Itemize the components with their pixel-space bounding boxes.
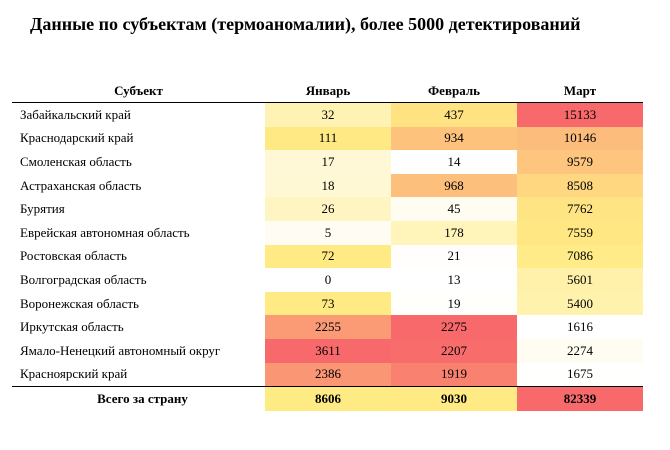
value-cell: 3611 xyxy=(265,338,391,363)
value-cell: 1919 xyxy=(391,362,517,387)
value-cell: 437 xyxy=(391,102,517,127)
table-row: Красноярский край 2386 1919 1675 xyxy=(12,362,643,387)
value-cell: 17 xyxy=(265,150,391,174)
table-row: Ямало-Ненецкий автономный округ 3611 2207 2… xyxy=(12,338,643,363)
value-cell: 178 xyxy=(391,220,517,245)
subject-cell: Астраханская область xyxy=(20,177,142,193)
value-cell: 19 xyxy=(391,291,517,316)
subject-cell: Воронежская область xyxy=(20,295,139,311)
subject-cell: Еврейская автономная область xyxy=(20,224,190,240)
value-cell: 10146 xyxy=(517,126,643,151)
value-cell: 7559 xyxy=(517,220,643,245)
table-row: Иркутская область 2255 2275 1616 xyxy=(12,315,643,339)
subject-cell: Волгоградская область xyxy=(20,271,147,287)
subject-cell: Краснодарский край xyxy=(20,130,134,146)
value-cell: 9579 xyxy=(517,150,643,174)
table-row: Астраханская область 18 968 8508 xyxy=(12,173,643,198)
column-header: Март xyxy=(517,80,643,103)
value-cell: 73 xyxy=(265,291,391,316)
subject-cell: Ямало-Ненецкий автономный округ xyxy=(20,342,221,358)
value-cell: 2274 xyxy=(517,338,643,363)
table-row: Бурятия 26 45 7762 xyxy=(12,197,643,221)
value-cell: 7762 xyxy=(517,197,643,221)
value-cell: 45 xyxy=(391,197,517,221)
value-cell: 1675 xyxy=(517,362,643,387)
column-header: Январь xyxy=(265,80,391,103)
value-cell: 18 xyxy=(265,173,391,198)
value-cell: 2275 xyxy=(391,315,517,339)
value-cell: 5 xyxy=(265,220,391,245)
value-cell: 13 xyxy=(391,268,517,292)
subject-cell: Красноярский край xyxy=(20,366,128,382)
value-cell: 934 xyxy=(391,126,517,151)
table-row: Забайкальский край 32 437 15133 xyxy=(12,102,643,127)
value-cell: 7086 xyxy=(517,244,643,269)
value-cell: 111 xyxy=(265,126,391,151)
subject-cell: Бурятия xyxy=(20,201,65,217)
header-row: Субъект Январь Февраль Март xyxy=(12,80,643,103)
value-cell: 2386 xyxy=(265,362,391,387)
table-row: Краснодарский край 111 934 10146 xyxy=(12,126,643,151)
total-label: Всего за страну xyxy=(12,386,265,411)
subject-cell: Забайкальский край xyxy=(20,106,131,122)
table-row: Волгоградская область 0 13 5601 xyxy=(12,268,643,292)
value-cell: 14 xyxy=(391,150,517,174)
subject-cell: Ростовская область xyxy=(20,248,127,264)
total-cell: 9030 xyxy=(391,386,517,411)
value-cell: 32 xyxy=(265,102,391,127)
table-row: Смоленская область 17 14 9579 xyxy=(12,150,643,174)
value-cell: 5400 xyxy=(517,291,643,316)
table-row: Воронежская область 73 19 5400 xyxy=(12,291,643,316)
value-cell: 0 xyxy=(265,268,391,292)
column-header: Субъект xyxy=(12,80,265,103)
value-cell: 8508 xyxy=(517,173,643,198)
value-cell: 1616 xyxy=(517,315,643,339)
total-cell: 82339 xyxy=(517,386,643,411)
value-cell: 2255 xyxy=(265,315,391,339)
subject-cell: Иркутская область xyxy=(20,319,124,335)
value-cell: 2207 xyxy=(391,338,517,363)
value-cell: 15133 xyxy=(517,102,643,127)
table-row: Ростовская область 72 21 7086 xyxy=(12,244,643,269)
total-row: Всего за страну 8606 9030 82339 xyxy=(12,386,643,411)
column-header: Февраль xyxy=(391,80,517,103)
title: Данные по субъектам (термоаномалии), бол… xyxy=(30,14,581,34)
data-table: Субъект Январь Февраль Март Забайкальский к… xyxy=(12,80,643,411)
total-cell: 8606 xyxy=(265,386,391,411)
value-cell: 5601 xyxy=(517,268,643,292)
value-cell: 21 xyxy=(391,244,517,269)
value-cell: 26 xyxy=(265,197,391,221)
table-row: Еврейская автономная область 5 178 7559 xyxy=(12,220,643,245)
subject-cell: Смоленская область xyxy=(20,153,132,169)
value-cell: 968 xyxy=(391,173,517,198)
value-cell: 72 xyxy=(265,244,391,269)
